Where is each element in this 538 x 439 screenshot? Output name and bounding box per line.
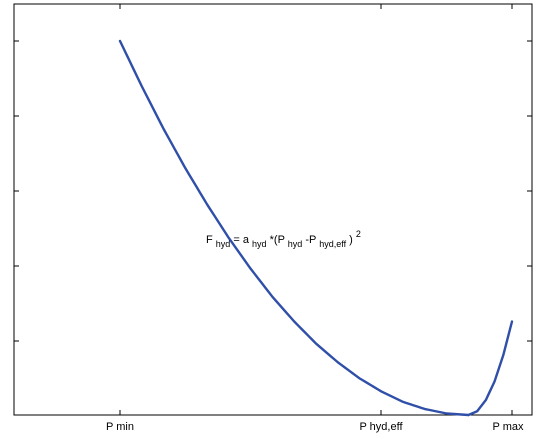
series-layer [118, 39, 514, 417]
formula-exponent: 2 [356, 229, 361, 239]
formula-equals-a: = a [233, 234, 249, 246]
formula-f: F [206, 234, 213, 246]
formula-subscript-hyd-3: hyd [288, 239, 303, 249]
left-axis-ticks [14, 40, 19, 342]
series-line-1 [118, 39, 470, 417]
formula-minus-p: -P [305, 234, 316, 246]
formula-open-paren: *(P [270, 234, 285, 246]
plot-area-frame [13, 3, 533, 416]
x-tick-label-p-min: P min [106, 421, 134, 433]
formula-close-paren: ) [349, 234, 353, 246]
formula-subscript-hyd-eff: hyd,eff [319, 239, 346, 249]
formula-subscript-hyd-1: hyd [216, 239, 231, 249]
x-tick-label-p-hyd-eff: P hyd,eff [359, 421, 403, 433]
formula-subscript-hyd-2: hyd [252, 239, 267, 249]
curve-formula-annotation: F hyd = a hyd *(P hyd -P hyd,eff ) 2 [206, 229, 361, 250]
x-tick-label-p-max: P max [493, 421, 524, 433]
series-line-2 [467, 320, 514, 417]
right-axis-ticks [527, 40, 532, 342]
x-tick-labels: P min P hyd,eff P max [106, 421, 524, 433]
bottom-axis-ticks [119, 4, 513, 415]
